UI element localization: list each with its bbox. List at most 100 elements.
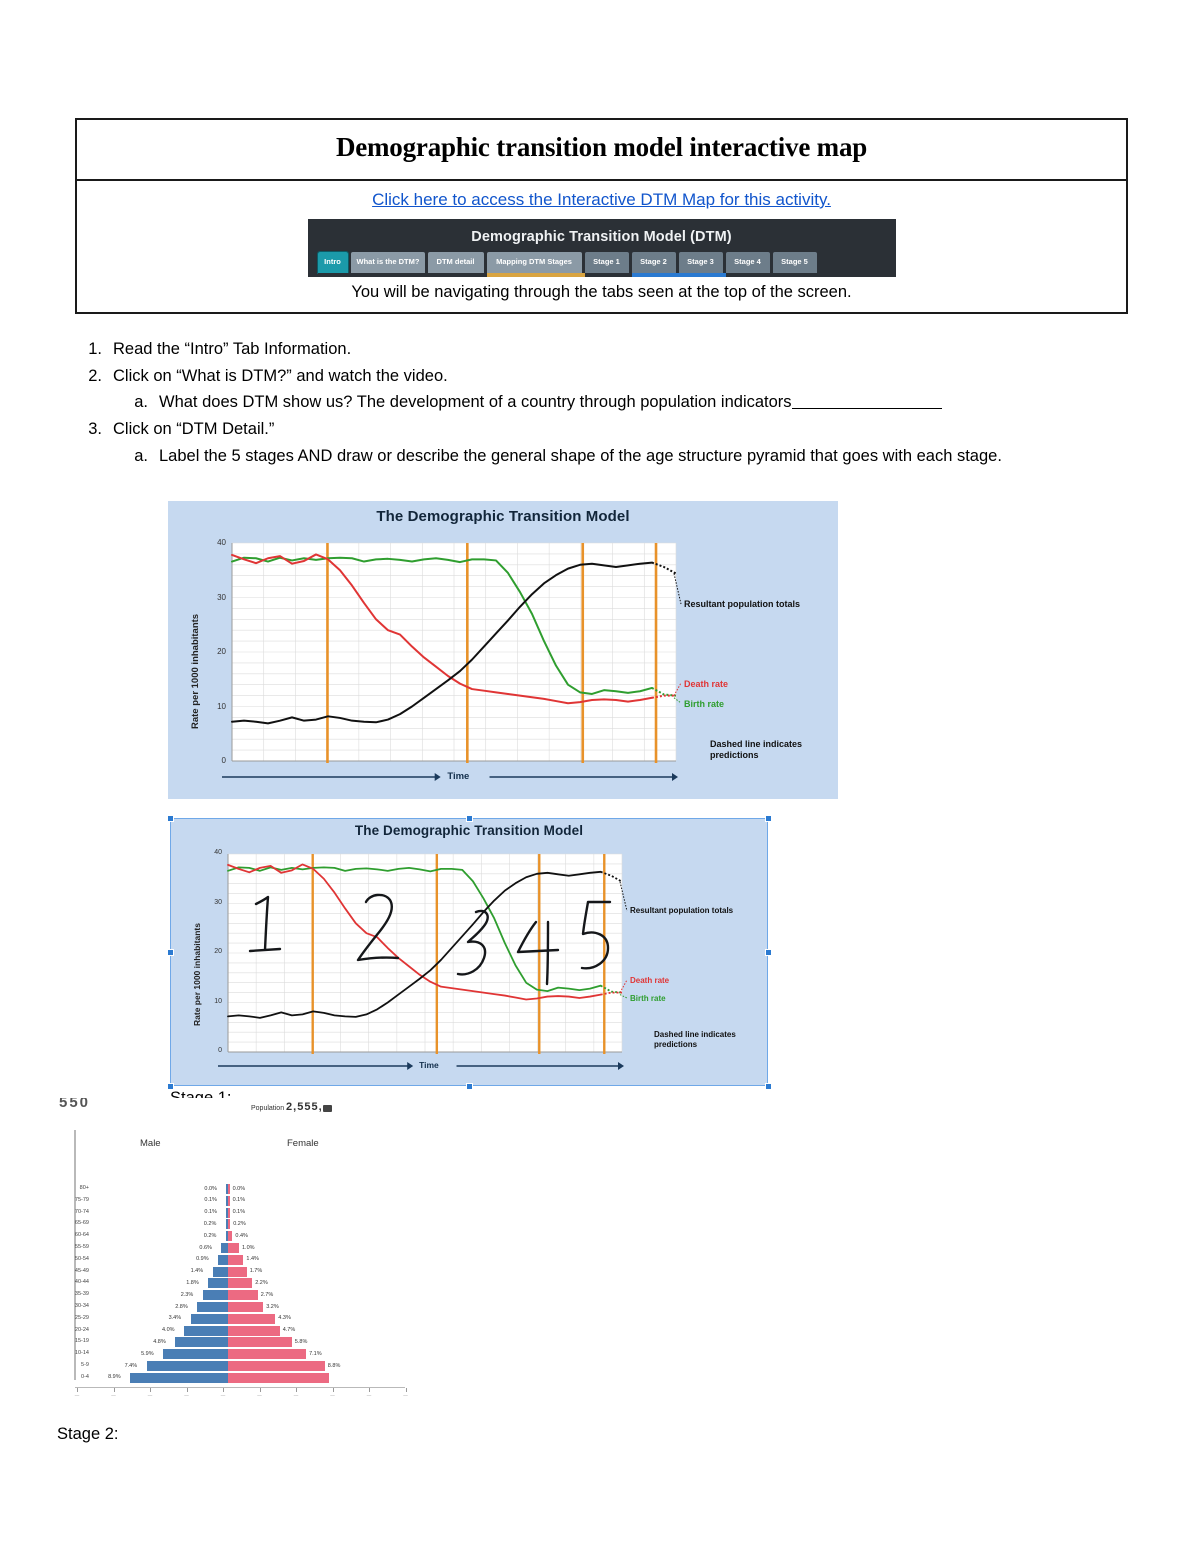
app-tab-underline (317, 272, 886, 277)
app-tab-stage-5[interactable]: Stage 5 (772, 252, 817, 273)
pyramid-value-female: 4.7% (282, 1327, 296, 1334)
pyramid-value-female: 1.7% (249, 1268, 263, 1275)
dtm-app-screenshot: Demographic Transition Model (DTM) Intro… (307, 219, 896, 277)
series-birth-rate (231, 556, 653, 695)
selection-handle-2[interactable] (465, 814, 473, 822)
legend-death-rate: Death rate (630, 976, 670, 985)
y-tick-20: 20 (214, 948, 222, 955)
pyramid-bar-male (221, 1243, 228, 1253)
age-group-label: 40-44 (74, 1279, 89, 1286)
prediction-note: Dashed line indicates predictions (654, 1030, 736, 1049)
pyramid-bar-female (228, 1278, 253, 1289)
instruction-text: What does DTM show us? The development o… (159, 389, 1135, 416)
chart-svg (231, 542, 677, 763)
chart-svg (227, 853, 623, 1054)
app-tab-stage-4[interactable]: Stage 4 (725, 252, 770, 273)
age-group-label: 70-74 (74, 1208, 89, 1215)
y-tick-0: 0 (218, 1047, 222, 1054)
pyramid-value-female: 0.2% (233, 1220, 246, 1227)
interactive-dtm-map-link[interactable]: Click here to access the Interactive DTM… (372, 190, 831, 209)
pyramid-value-male: 0.2% (203, 1220, 217, 1227)
pyramid-x-tick-label: –– (293, 1391, 299, 1397)
app-tab-what-is-the-dtm[interactable]: What is the DTM? (350, 252, 425, 273)
pyramid-x-tick (77, 1387, 78, 1392)
instruction-subitem: a. What does DTM show us? The development… (75, 389, 1135, 416)
handwritten-stage-annotations (248, 893, 612, 986)
age-group-label: 50-54 (74, 1255, 89, 1262)
chart-2-plot: 0 10 20 30 40 Rate per 1000 inhabitants Time Re… (170, 818, 768, 1086)
population-total-line: Population 2,555, (251, 1101, 333, 1113)
pyramid-x-tick-label: –– (330, 1391, 335, 1397)
selection-handle-1[interactable] (166, 814, 174, 822)
series-resultant-population-totals (231, 561, 653, 725)
pyramid-x-tick (405, 1387, 407, 1392)
link-cell: Click here to access the Interactive DTM… (76, 180, 1127, 313)
instruction-marker: a. (134, 446, 148, 465)
age-group-label: 80+ (79, 1185, 89, 1191)
app-tab-stage-3[interactable]: Stage 3 (678, 252, 723, 273)
app-tab-stage-2[interactable]: Stage 2 (631, 252, 676, 273)
legend-birth-rate: Birth rate (684, 699, 725, 709)
pyramid-x-tick (113, 1387, 115, 1392)
selection-handle-3[interactable] (764, 814, 772, 822)
app-tab-mapping-dtm-stages[interactable]: Mapping DTM Stages (486, 252, 582, 273)
pyramid-value-female: 5.8% (294, 1338, 308, 1345)
app-tab-intro[interactable]: Intro (316, 251, 349, 274)
handwritten-stage-3 (456, 909, 489, 976)
answer-blank[interactable] (791, 408, 942, 410)
pyramid-bar-female (228, 1290, 258, 1301)
x-axis-label: Time (447, 771, 470, 782)
population-label: Population (251, 1105, 285, 1112)
pyramid-x-tick-label: –– (257, 1391, 262, 1397)
app-title: Demographic Transition Model (DTM) (471, 229, 732, 245)
selection-handle-8[interactable] (764, 1082, 772, 1090)
y-tick-10: 10 (217, 701, 226, 711)
legend-leader-lines (673, 573, 682, 704)
header-table: Demographic transition model interactive… (75, 118, 1128, 314)
stage-2-answer-label: Stage 2: (57, 1425, 119, 1443)
pyramid-bar-female (228, 1184, 230, 1194)
pyramid-bar-female (228, 1372, 330, 1383)
series-death-rate (227, 863, 602, 1001)
app-tabstrip[interactable]: Intro What is the DTM? DTM detail Mapping D… (316, 251, 886, 274)
pyramid-x-tick (332, 1387, 334, 1392)
selection-handle-6[interactable] (166, 1082, 174, 1090)
age-group-label: 10-14 (74, 1350, 89, 1357)
legend-death-rate: Death rate (684, 679, 729, 689)
instruction-text: Click on “DTM Detail.” (113, 420, 275, 439)
age-group-label: 75-79 (74, 1196, 89, 1203)
pyramid-x-tick-label: –– (184, 1391, 189, 1397)
series-resultant-population-totals (227, 870, 602, 1019)
pyramid-bar-male (184, 1325, 228, 1336)
pyramid-x-tick-label: –– (403, 1391, 408, 1397)
selection-handle-4[interactable] (166, 948, 174, 956)
pyramid-bar-female (228, 1254, 244, 1265)
app-tab-dtm-detail[interactable]: DTM detail (427, 252, 484, 273)
pyramid-bar-female (228, 1243, 239, 1253)
pyramid-bar-female (228, 1325, 280, 1336)
age-group-label: 25-29 (74, 1314, 89, 1321)
pyramid-bar-male (146, 1361, 228, 1371)
pyramid-value-female: 2.7% (260, 1291, 274, 1298)
pyramid-value-male: 7.4% (124, 1362, 138, 1369)
y-tick-30: 30 (214, 898, 222, 906)
female-label: Female (287, 1138, 319, 1149)
y-tick-20: 20 (217, 647, 226, 656)
age-group-label: 20-24 (74, 1326, 89, 1333)
dtm-chart-2-annotated[interactable]: The Demographic Transition Model 0 10 20 30… (166, 814, 772, 1090)
selection-handle-7[interactable] (465, 1082, 473, 1090)
instruction-marker: 2. (88, 366, 102, 385)
time-axis-arrows (218, 1062, 624, 1070)
app-tab-stage-1[interactable]: Stage 1 (584, 252, 629, 273)
age-group-label: 30-34 (74, 1303, 89, 1309)
selection-handle-5[interactable] (764, 948, 772, 956)
pyramid-value-male: 3.4% (168, 1315, 182, 1322)
chart-1-plot: 0 10 20 30 40 Rate per 1000 inhabitants Time Re… (168, 501, 838, 799)
handwritten-stage-5 (580, 900, 612, 970)
pyramid-bar-female (228, 1302, 264, 1312)
pyramid-value-female: 0.0% (232, 1185, 246, 1192)
instruction-text: Label the 5 stages AND draw or describe … (159, 446, 1002, 465)
age-group-label: 60-64 (74, 1232, 89, 1239)
pyramid-bar-male (212, 1266, 228, 1277)
pyramid-value-male: 4.0% (162, 1327, 175, 1334)
